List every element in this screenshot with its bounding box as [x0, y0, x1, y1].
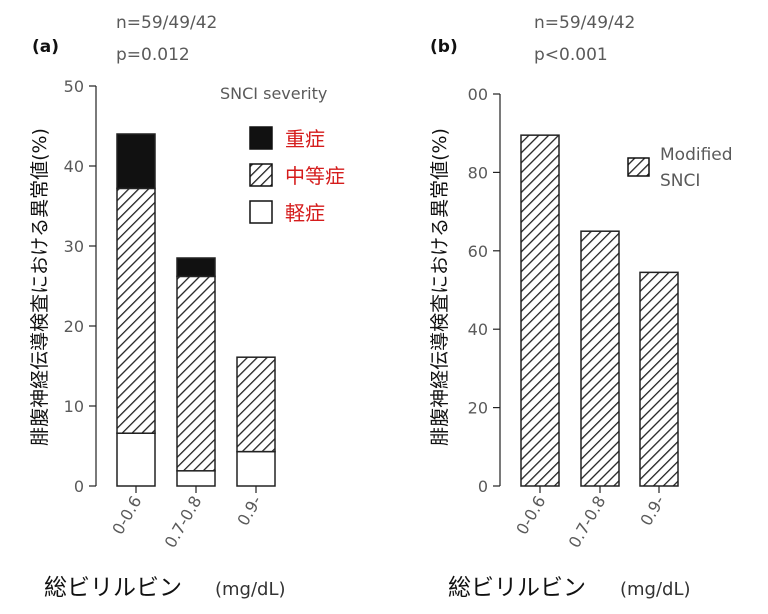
panel-a-x-axis-label: 総ビリルビン [44, 575, 182, 601]
bar-segment [176, 275, 216, 472]
x-tick-label: 0.7-0.8 [161, 493, 206, 552]
y-tick-label: 60 [468, 242, 488, 261]
panel-a-x-axis: 0-0.6 0.7-0.8 0.9- [108, 486, 265, 551]
x-tick-label: 0-0.6 [108, 493, 145, 538]
bar-segment [520, 134, 560, 487]
panel-b-y-axis-label: 腓腹神経伝導検査における異常値(%) [429, 128, 451, 446]
panel-b-letter: (b) [430, 37, 458, 57]
bar-segment [236, 450, 276, 487]
panel-a-y-axis-label: 腓腹神経伝導検査における異常値(%) [29, 128, 51, 446]
panel-a-legend-title: SNCI severity [220, 84, 327, 103]
panel-a-p-annotation: p=0.012 [116, 45, 190, 65]
legend-label-modified-snci: Modified SNCI [660, 145, 738, 191]
bar-segment [236, 356, 276, 453]
legend-label-severe: 重症 [285, 127, 325, 151]
bar-segment [176, 470, 216, 487]
bar-segment [116, 133, 156, 190]
y-tick-label: 20 [64, 317, 84, 336]
y-tick-label: 00 [468, 85, 488, 104]
panel-b-x-axis-label: 総ビリルビン [448, 575, 586, 601]
panel-b-n-annotation: n=59/49/42 [534, 13, 635, 33]
panel-a-y-axis: 0 10 20 30 40 50 [64, 77, 97, 496]
panel-a-x-axis-unit: (mg/dL) [215, 579, 286, 600]
y-tick-label: 20 [468, 399, 488, 418]
panel-a-legend: 重症 中等症 軽症 [249, 126, 345, 225]
y-tick-label: 40 [468, 320, 488, 339]
bar-segment [116, 187, 156, 434]
legend-label-mild: 軽症 [285, 201, 325, 225]
panel-a-n-annotation: n=59/49/42 [116, 13, 217, 33]
panel-b-p-annotation: p<0.001 [534, 45, 608, 65]
y-tick-label: 50 [64, 77, 84, 96]
y-tick-label: 40 [64, 157, 84, 176]
panel-b-chart: (b) n=59/49/42 p<0.001 Modified SNCI 0 20… [429, 13, 738, 601]
y-tick-label: 10 [64, 397, 84, 416]
legend-swatch-mild [249, 200, 273, 224]
x-tick-label: 0.9- [636, 493, 668, 530]
bar-segment [639, 271, 679, 487]
x-tick-label: 0.7-0.8 [565, 493, 610, 552]
panel-b-x-axis: 0-0.6 0.7-0.8 0.9- [512, 486, 668, 551]
legend-swatch-moderate [249, 163, 273, 187]
panel-b-bars [520, 134, 679, 487]
panel-b-legend: Modified SNCI [627, 145, 738, 191]
y-tick-label: 0 [478, 477, 488, 496]
y-tick-label: 0 [74, 477, 84, 496]
panel-b-y-axis: 0 20 40 60 80 00 [468, 85, 501, 496]
x-tick-label: 0-0.6 [512, 493, 549, 538]
y-tick-label: 30 [64, 237, 84, 256]
panel-a-letter: (a) [32, 37, 59, 57]
bar-segment [116, 432, 156, 487]
panel-b-x-axis-unit: (mg/dL) [620, 579, 691, 600]
legend-swatch-severe [249, 126, 273, 150]
legend-label-moderate: 中等症 [285, 164, 345, 188]
panel-a-chart: (a) n=59/49/42 p=0.012 SNCI severity 重症 … [29, 13, 345, 601]
bar-segment [176, 257, 216, 278]
legend-swatch-modified-snci [627, 157, 650, 177]
x-tick-label: 0.9- [233, 493, 265, 530]
panel-a-bars [116, 133, 276, 487]
y-tick-label: 80 [468, 163, 488, 182]
bar-segment [580, 230, 620, 487]
